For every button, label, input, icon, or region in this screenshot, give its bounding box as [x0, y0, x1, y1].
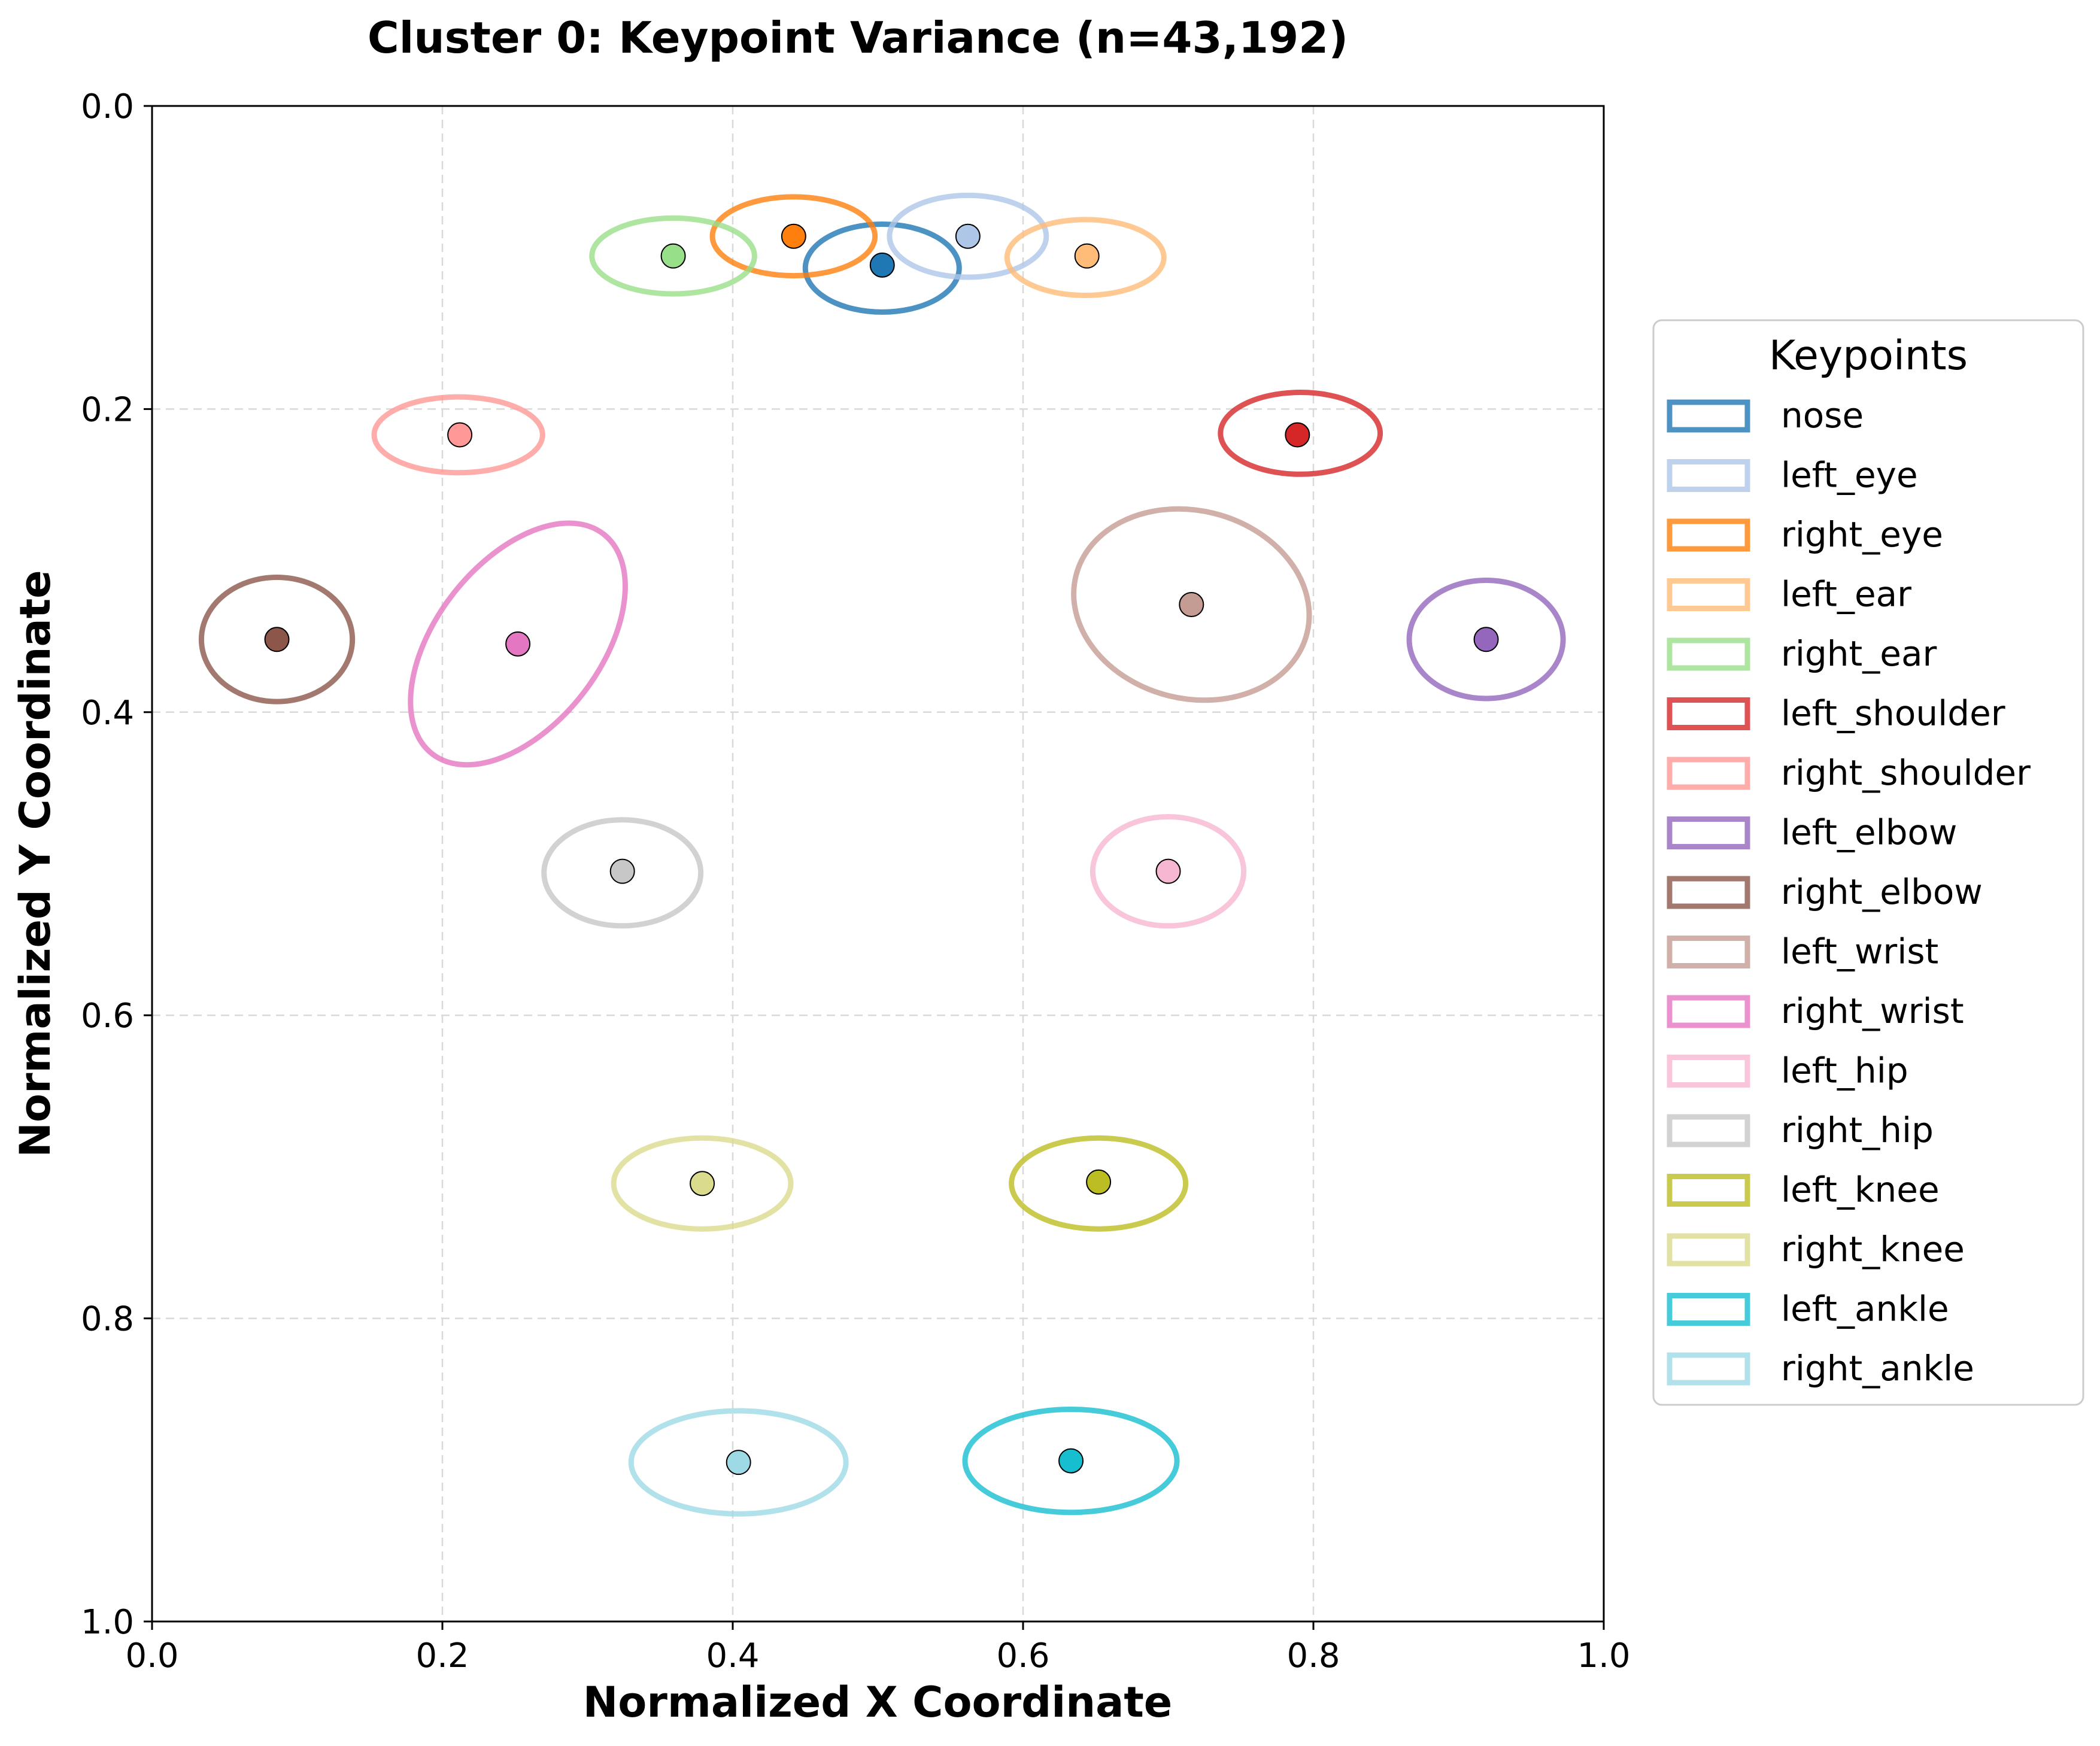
keypoint-marker-right-ear	[660, 243, 686, 269]
legend-label-right-eye: right_eye	[1781, 514, 1943, 555]
legend-label-left-shoulder: left_shoulder	[1781, 693, 2005, 734]
legend-label-left-knee: left_knee	[1781, 1170, 1940, 1210]
legend-items: nose left_eye right_eye left_ear right_earle…	[1667, 395, 2031, 1389]
legend-label-left-ankle: left_ankle	[1781, 1289, 1949, 1329]
y-tick-label: 1.0	[81, 1603, 134, 1642]
legend-swatch-nose	[1667, 399, 1750, 433]
legend-swatch-left-ear	[1667, 578, 1750, 611]
legend-label-left-hip: left_hip	[1781, 1050, 1908, 1091]
variance-ellipse-right-ankle	[628, 1408, 849, 1517]
legend-swatch-left-elbow	[1667, 816, 1750, 849]
y-tick-label: 0.2	[81, 390, 134, 429]
x-axis-label: Normalized X Coordinate	[583, 1678, 1173, 1727]
keypoint-marker-left-elbow	[1473, 627, 1499, 652]
y-tick-label: 0.6	[81, 997, 134, 1036]
legend-label-right-wrist: right_wrist	[1781, 991, 1964, 1031]
legend-label-left-elbow: left_elbow	[1781, 812, 1957, 853]
variance-ellipse-right-shoulder	[371, 394, 545, 476]
x-tick-label: 0.2	[415, 1636, 469, 1675]
variance-ellipse-right-knee	[611, 1135, 794, 1232]
variance-ellipse-left-knee	[1009, 1135, 1189, 1232]
legend-label-left-wrist: left_wrist	[1781, 931, 1938, 972]
legend-swatch-right-shoulder	[1667, 757, 1750, 790]
keypoint-marker-left-knee	[1086, 1169, 1112, 1195]
keypoint-marker-right-elbow	[264, 627, 290, 652]
legend-swatch-right-elbow	[1667, 876, 1750, 909]
keypoint-marker-left-ear	[1074, 243, 1100, 269]
keypoint-markers	[264, 223, 1499, 1475]
variance-ellipse-right-elbow	[198, 574, 356, 705]
legend: Keypoints nose left_eye right_eye left_earr…	[1652, 319, 2084, 1406]
legend-frame	[1652, 319, 2084, 1406]
variance-ellipse-right-wrist	[408, 520, 628, 768]
legend-swatch-right-eye	[1667, 518, 1750, 552]
legend-label-right-ankle: right_ankle	[1781, 1348, 1974, 1389]
variance-ellipse-nose	[802, 221, 962, 315]
variance-ellipse-left-ear	[1004, 217, 1167, 299]
variance-ellipse-left-shoulder	[1218, 390, 1383, 477]
variance-ellipse-left-elbow	[1406, 578, 1566, 702]
variance-ellipse-left-eye	[887, 192, 1049, 280]
legend-swatch-right-knee	[1667, 1233, 1750, 1267]
y-tick-label: 0.8	[81, 1300, 134, 1339]
legend-swatch-left-ankle	[1667, 1293, 1750, 1326]
legend-swatch-left-knee	[1667, 1174, 1750, 1207]
keypoint-marker-left-hip	[1155, 858, 1181, 884]
variance-ellipse-right-hip	[541, 817, 704, 929]
variance-ellipse-left-ankle	[962, 1407, 1180, 1516]
grid	[152, 106, 1604, 1621]
keypoint-marker-right-knee	[690, 1171, 715, 1197]
legend-label-right-shoulder: right_shoulder	[1781, 752, 2031, 793]
y-axis-label: Normalized Y Coordinate	[11, 570, 60, 1157]
keypoint-marker-right-wrist	[505, 631, 531, 657]
legend-swatch-right-hip	[1667, 1114, 1750, 1147]
legend-swatch-right-ankle	[1667, 1352, 1750, 1386]
keypoint-marker-right-shoulder	[447, 422, 473, 448]
legend-swatch-left-wrist	[1667, 936, 1750, 968]
legend-label-left-eye: left_eye	[1781, 455, 1918, 496]
legend-label-left-ear: left_ear	[1781, 574, 1911, 615]
plot-area-frame	[151, 105, 1605, 1623]
variance-ellipse-left-wrist	[1071, 506, 1312, 703]
legend-swatch-right-ear	[1667, 637, 1750, 671]
x-tick-label: 0.4	[706, 1636, 759, 1675]
keypoint-marker-left-shoulder	[1285, 422, 1310, 448]
y-tick-label: 0.0	[81, 87, 134, 126]
legend-label-right-elbow: right_elbow	[1781, 872, 1983, 912]
legend-swatch-right-wrist	[1667, 995, 1750, 1028]
legend-label-right-ear: right_ear	[1781, 633, 1937, 674]
keypoint-marker-left-ankle	[1058, 1448, 1084, 1474]
legend-label-nose: nose	[1781, 395, 1864, 436]
legend-label-right-hip: right_hip	[1781, 1110, 1934, 1150]
variance-ellipse-right-eye	[709, 194, 878, 279]
legend-swatch-left-eye	[1667, 459, 1750, 492]
variance-ellipses	[198, 192, 1566, 1517]
legend-swatch-left-shoulder	[1667, 697, 1750, 730]
x-tick-label: 0.6	[996, 1636, 1049, 1675]
legend-title: Keypoints	[1769, 332, 1968, 379]
keypoint-marker-right-eye	[781, 223, 806, 249]
legend-swatch-left-hip	[1667, 1055, 1750, 1088]
chart-title: Cluster 0: Keypoint Variance (n=43,192)	[368, 13, 1348, 63]
x-tick-label: 0.0	[125, 1636, 178, 1675]
variance-ellipse-left-hip	[1090, 814, 1247, 929]
y-tick-label: 0.4	[81, 694, 134, 733]
axis-ticks: 0.0 0.2 0.4 0.6 0.8 1.00.00.20.40.60.81.0	[81, 87, 1631, 1675]
keypoint-marker-left-wrist	[1179, 592, 1204, 618]
variance-ellipse-right-ear	[589, 215, 757, 297]
legend-label-right-knee: right_knee	[1781, 1229, 1965, 1270]
x-tick-label: 1.0	[1577, 1636, 1630, 1675]
keypoint-marker-right-ankle	[726, 1450, 751, 1475]
keypoint-marker-nose	[869, 252, 895, 278]
keypoint-marker-right-hip	[609, 858, 635, 884]
x-tick-label: 0.8	[1286, 1636, 1340, 1675]
keypoint-marker-left-eye	[955, 223, 981, 249]
